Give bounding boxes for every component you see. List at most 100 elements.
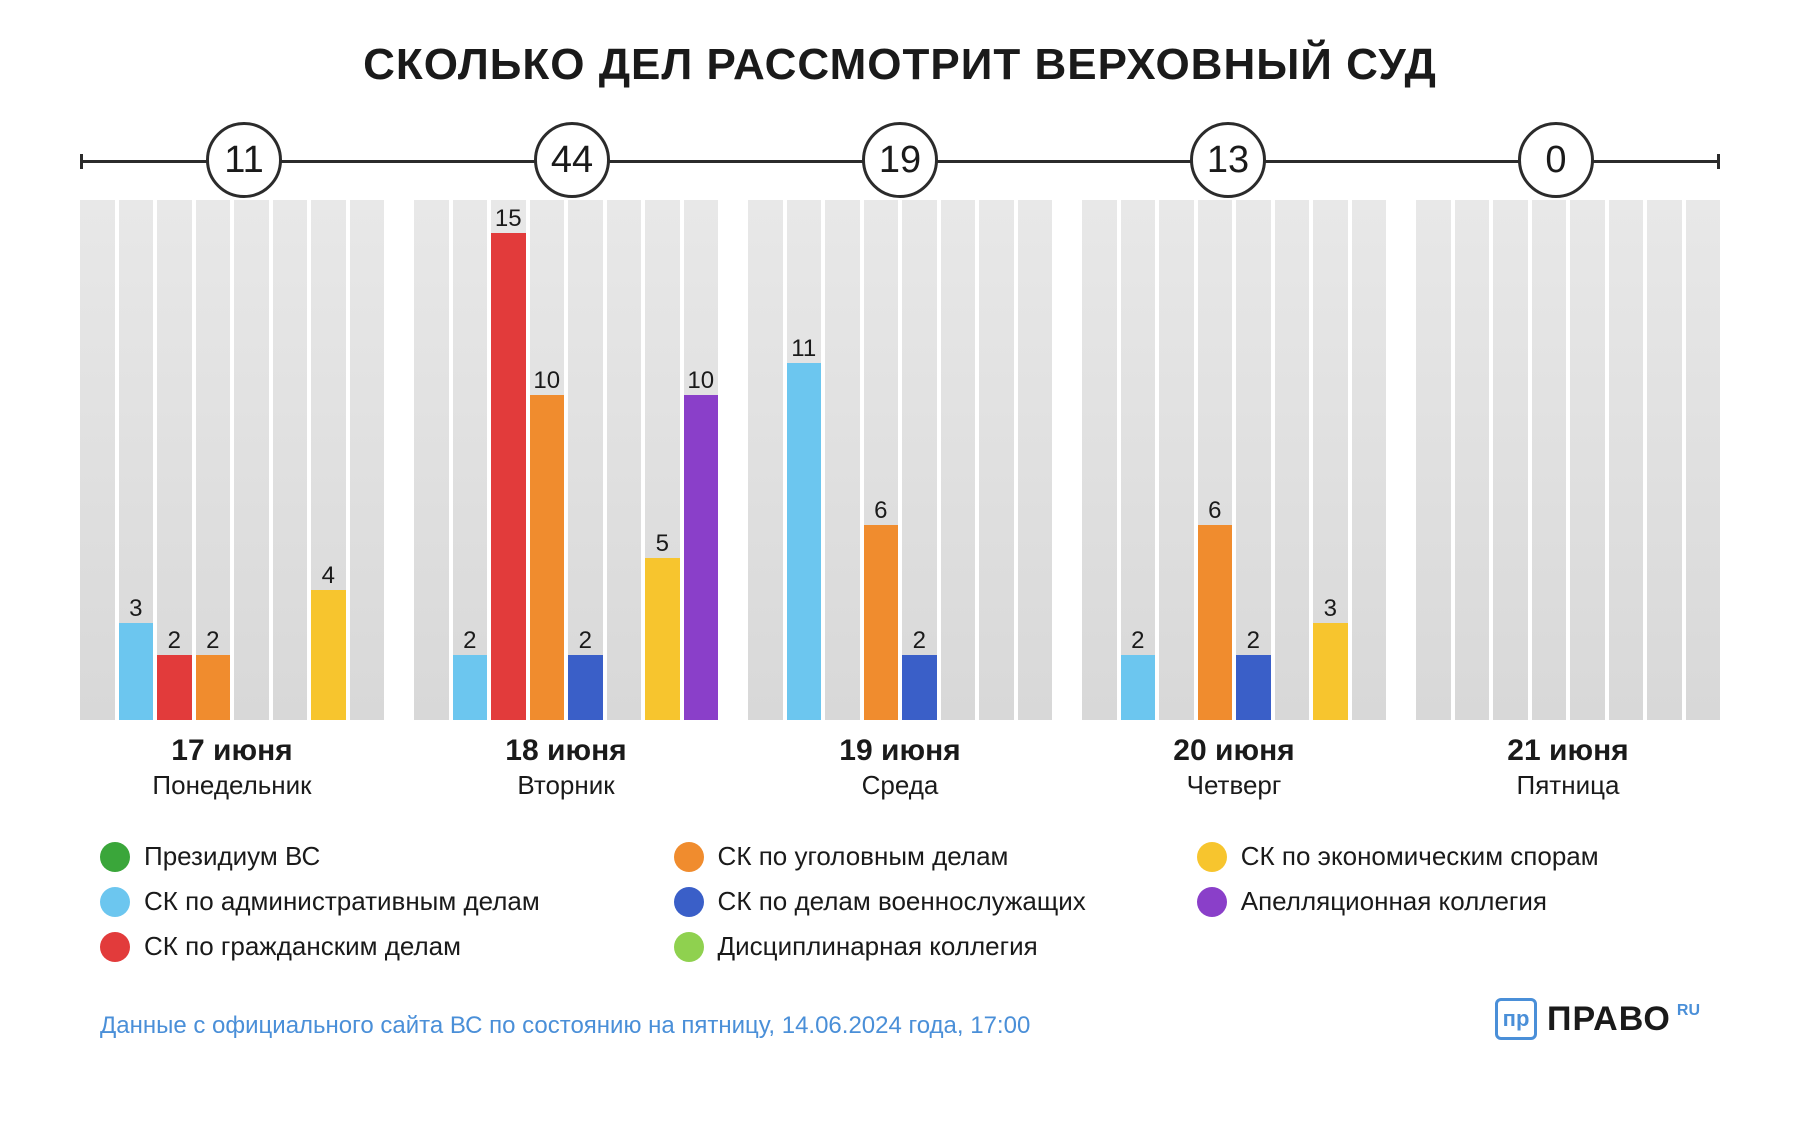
bar-slot: 2 [1121,200,1156,720]
legend-label: Апелляционная коллегия [1241,886,1547,917]
day-date: 19 июня [748,734,1052,768]
bar-value-label: 6 [1208,497,1221,525]
legend-swatch [100,932,130,962]
bar-value-label: 2 [1247,627,1260,655]
bar-slot [979,200,1014,720]
bar-admin: 3 [119,623,154,721]
legend-item-criminal: СК по уголовным делам [674,841,1177,872]
bar-slot [1532,200,1567,720]
bar-slot [748,200,783,720]
bar-slot: 6 [864,200,899,720]
bar-value-label: 4 [322,562,335,590]
day-group: 21510251018 июняВторник [414,200,718,801]
bar-civil: 2 [157,655,192,720]
legend-item-civil: СК по гражданским делам [100,931,654,962]
bar-slot [1570,200,1605,720]
day-weekday: Понедельник [80,770,384,801]
bar-value-label: 2 [913,627,926,655]
legend: Президиум ВС СК по уголовным делам СК по э… [100,841,1700,962]
bar-slot: 10 [530,200,565,720]
legend-item-empty [1197,931,1700,962]
bar-slot [234,200,269,720]
bar-value-label: 3 [129,595,142,623]
bar-slot [1082,200,1117,720]
bar-admin: 2 [1121,655,1156,720]
legend-label: СК по экономическим спорам [1241,841,1599,872]
day-date: 21 июня [1416,734,1720,768]
day-total-circle: 19 [862,122,938,198]
legend-label: СК по делам военнослужащих [718,886,1086,917]
legend-item-economic: СК по экономическим спорам [1197,841,1700,872]
bar-slot: 15 [491,200,526,720]
legend-swatch [674,887,704,917]
bar-slot: 3 [119,200,154,720]
legend-item-discipline: Дисциплинарная коллегия [674,931,1177,962]
day-weekday: Среда [748,770,1052,801]
bar-admin: 11 [787,363,822,721]
bar-civil: 15 [491,233,526,721]
legend-swatch [1197,842,1227,872]
bar-slot: 3 [1313,200,1348,720]
bar-value-label: 2 [206,627,219,655]
legend-swatch [674,932,704,962]
bars-container: 215102510 [414,200,718,720]
day-total-circle: 13 [1190,122,1266,198]
legend-swatch [100,887,130,917]
bar-value-label: 5 [656,530,669,558]
day-label: 20 июняЧетверг [1082,734,1386,801]
day-date: 20 июня [1082,734,1386,768]
legend-swatch [1197,887,1227,917]
day-weekday: Вторник [414,770,718,801]
day-total-circle: 44 [534,122,610,198]
day-total-circle: 0 [1518,122,1594,198]
bar-slot: 2 [568,200,603,720]
chart-title: СКОЛЬКО ДЕЛ РАССМОТРИТ ВЕРХОВНЫЙ СУД [60,40,1740,90]
day-date: 18 июня [414,734,718,768]
bar-slot: 2 [453,200,488,720]
bar-slot: 2 [1236,200,1271,720]
bar-appeal: 10 [684,395,719,720]
bar-value-label: 2 [168,627,181,655]
legend-item-presidium: Президиум ВС [100,841,654,872]
bar-economic: 4 [311,590,346,720]
bar-slot [1493,200,1528,720]
bar-slot [941,200,976,720]
bar-slot: 5 [645,200,680,720]
legend-label: СК по административным делам [144,886,540,917]
bar-slot: 2 [196,200,231,720]
bar-slot [80,200,115,720]
bar-criminal: 6 [1198,525,1233,720]
legend-label: Дисциплинарная коллегия [718,931,1038,962]
day-group: 21 июняПятница [1416,200,1720,801]
day-label: 18 июняВторник [414,734,718,801]
bar-value-label: 3 [1324,595,1337,623]
legend-swatch [100,842,130,872]
bar-slot [1018,200,1053,720]
legend-item-military: СК по делам военнослужащих [674,886,1177,917]
day-label: 17 июняПонедельник [80,734,384,801]
bar-slot [1159,200,1194,720]
bar-economic: 3 [1313,623,1348,721]
bar-slot: 10 [684,200,719,720]
bar-value-label: 2 [1131,627,1144,655]
legend-label: СК по уголовным делам [718,841,1009,872]
bars-container [1416,200,1720,720]
bar-military: 2 [568,655,603,720]
day-weekday: Четверг [1082,770,1386,801]
bar-military: 2 [902,655,937,720]
bar-slot [1686,200,1721,720]
logo-icon: пр [1495,998,1537,1040]
legend-swatch [674,842,704,872]
bar-slot [1455,200,1490,720]
bar-criminal: 2 [196,655,231,720]
bar-slot [350,200,385,720]
bars-container: 2623 [1082,200,1386,720]
day-group: 262320 июняЧетверг [1082,200,1386,801]
bar-value-label: 2 [579,627,592,655]
legend-item-admin: СК по административным делам [100,886,654,917]
bar-value-label: 10 [687,367,714,395]
day-date: 17 июня [80,734,384,768]
logo-suffix: RU [1677,1002,1700,1020]
bars-container: 3224 [80,200,384,720]
bar-slot [414,200,449,720]
